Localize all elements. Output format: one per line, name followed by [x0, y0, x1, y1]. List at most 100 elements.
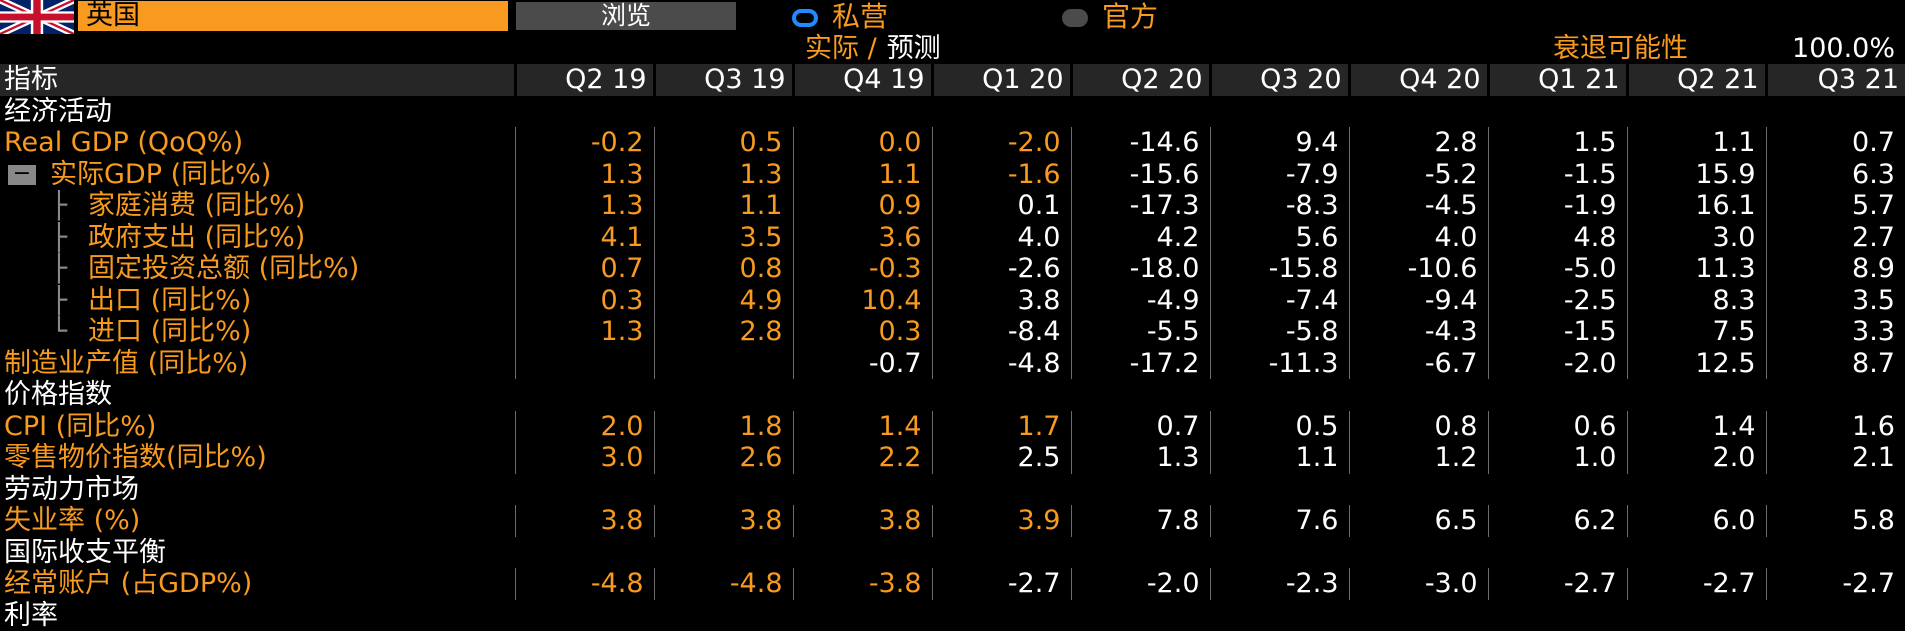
data-cell[interactable]: -2.7	[931, 568, 1071, 600]
table-row[interactable]: CPI (同比%) 2.0 1.8 1.4 1.7 0.7 0.5 0.8 0.6 1.4 1.6	[0, 410, 1905, 443]
column-header-period[interactable]: Q3 20	[1208, 64, 1349, 96]
data-cell[interactable]: 0.5	[653, 127, 793, 159]
data-cell[interactable]: 8.7	[1765, 347, 1905, 379]
data-cell[interactable]: -10.6	[1348, 253, 1488, 285]
table-row[interactable]: ├ 家庭消费 (同比%) 1.3 1.1 0.9 0.1 -17.3 -8.3 -4.5 -1.9…	[0, 190, 1905, 222]
data-cell[interactable]: -4.5	[1348, 190, 1488, 222]
table-row[interactable]: 制造业产值 (同比%) -0.7 -4.8 -17.2 -11.3 -6.7 -2.0 12.…	[0, 347, 1905, 379]
data-cell[interactable]: 1.7	[931, 410, 1071, 442]
section-header-row[interactable]: 经济活动	[0, 96, 1905, 128]
data-cell[interactable]: -2.6	[931, 253, 1071, 285]
data-cell[interactable]: -14.6	[1070, 127, 1210, 159]
data-cell[interactable]: -3.8	[792, 568, 932, 600]
data-cell[interactable]: -4.9	[1070, 284, 1210, 316]
data-cell[interactable]: -15.8	[1209, 253, 1349, 285]
column-header-period[interactable]: Q2 19	[513, 64, 654, 96]
data-cell[interactable]: 0.7	[1765, 127, 1905, 159]
table-row[interactable]: ├ 政府支出 (同比%) 4.1 3.5 3.6 4.0 4.2 5.6 4.0 4.8 3.0 2.…	[0, 221, 1905, 254]
data-cell[interactable]: -1.5	[1487, 316, 1627, 348]
data-cell[interactable]: -8.4	[931, 316, 1071, 348]
table-row[interactable]: └ 进口 (同比%) 1.3 2.8 0.3 -8.4 -5.5 -5.8 -4.3 -1.5 7.…	[0, 316, 1905, 348]
data-cell[interactable]: 0.8	[653, 253, 793, 285]
data-cell[interactable]: 2.6	[653, 442, 793, 474]
data-cell[interactable]: 1.1	[792, 158, 932, 190]
data-cell[interactable]: 6.0	[1626, 505, 1766, 537]
data-cell[interactable]: 1.4	[1626, 410, 1766, 442]
data-cell[interactable]: 1.5	[1487, 127, 1627, 159]
data-cell[interactable]: 0.1	[931, 190, 1071, 222]
table-row[interactable]: ├ 固定投资总额 (同比%) 0.7 0.8 -0.3 -2.6 -18.0 -15.8 -10…	[0, 253, 1905, 285]
row-label[interactable]: Real GDP (QoQ%)	[0, 127, 515, 159]
column-header-period[interactable]: Q1 20	[930, 64, 1071, 96]
data-cell[interactable]: 1.3	[1070, 442, 1210, 474]
data-cell[interactable]: 3.8	[792, 505, 932, 537]
data-cell[interactable]: -6.7	[1348, 347, 1488, 379]
uk-flag-icon[interactable]	[0, 0, 74, 34]
data-cell[interactable]: 0.9	[792, 190, 932, 222]
data-cell[interactable]: -0.7	[792, 347, 932, 379]
data-cell[interactable]: -2.7	[1487, 568, 1627, 600]
data-cell[interactable]: -2.0	[1487, 347, 1627, 379]
row-label[interactable]: − 实际GDP (同比%)	[0, 159, 515, 191]
data-cell[interactable]: 2.7	[1765, 221, 1905, 253]
row-label[interactable]: ├ 政府支出 (同比%)	[0, 222, 515, 254]
data-cell[interactable]: 3.9	[931, 505, 1071, 537]
radio-private[interactable]: 私营	[792, 2, 888, 32]
data-cell[interactable]: -4.8	[931, 347, 1071, 379]
data-cell[interactable]: 2.2	[792, 442, 932, 474]
data-cell[interactable]: 2.8	[1348, 127, 1488, 159]
row-label[interactable]: 零售物价指数(同比%)	[0, 442, 515, 474]
row-label[interactable]: ├ 家庭消费 (同比%)	[0, 190, 515, 222]
data-cell[interactable]: 7.5	[1626, 316, 1766, 348]
data-cell[interactable]: -4.8	[514, 568, 654, 600]
data-cell[interactable]: -1.9	[1487, 190, 1627, 222]
data-cell[interactable]: 4.2	[1070, 221, 1210, 253]
data-cell[interactable]: -5.8	[1209, 316, 1349, 348]
radio-selected-icon[interactable]	[792, 9, 818, 27]
data-cell[interactable]: -1.5	[1487, 158, 1627, 190]
data-cell[interactable]: -2.0	[1070, 568, 1210, 600]
data-cell[interactable]: 0.8	[1348, 410, 1488, 442]
column-header-period[interactable]: Q2 21	[1625, 64, 1766, 96]
column-header-period[interactable]: Q1 21	[1486, 64, 1627, 96]
browse-button[interactable]: 浏览	[516, 2, 736, 30]
data-cell[interactable]: -7.9	[1209, 158, 1349, 190]
data-cell[interactable]: 3.5	[1765, 284, 1905, 316]
data-cell[interactable]: -4.3	[1348, 316, 1488, 348]
data-cell[interactable]: 2.0	[514, 410, 654, 442]
data-cell[interactable]: 3.8	[653, 505, 793, 537]
data-cell[interactable]: -5.2	[1348, 158, 1488, 190]
data-cell[interactable]: 1.1	[653, 190, 793, 222]
table-row[interactable]: − 实际GDP (同比%) 1.3 1.3 1.1 -1.6 -15.6 -7.9 -5.2 -1…	[0, 158, 1905, 191]
data-cell[interactable]: 4.0	[931, 221, 1071, 253]
data-cell[interactable]: 1.2	[1348, 442, 1488, 474]
data-cell[interactable]: 1.1	[1626, 127, 1766, 159]
data-cell[interactable]: 1.8	[653, 410, 793, 442]
row-label[interactable]: 失业率 (%)	[0, 505, 515, 537]
section-header-row[interactable]: 价格指数	[0, 379, 1905, 411]
data-cell[interactable]: 1.6	[1765, 410, 1905, 442]
data-cell[interactable]: 3.8	[514, 505, 654, 537]
data-cell[interactable]: -9.4	[1348, 284, 1488, 316]
data-cell[interactable]: 1.0	[1487, 442, 1627, 474]
data-cell[interactable]: 3.8	[931, 284, 1071, 316]
data-cell[interactable]: 8.9	[1765, 253, 1905, 285]
data-cell[interactable]: -18.0	[1070, 253, 1210, 285]
data-cell[interactable]: -5.5	[1070, 316, 1210, 348]
data-cell[interactable]: -17.2	[1070, 347, 1210, 379]
country-selector[interactable]: 英国	[78, 1, 508, 31]
data-cell[interactable]: -8.3	[1209, 190, 1349, 222]
radio-unselected-icon[interactable]	[1062, 9, 1088, 27]
data-cell[interactable]: 3.6	[792, 221, 932, 253]
section-header-row[interactable]: 国际收支平衡	[0, 537, 1905, 569]
row-label[interactable]: CPI (同比%)	[0, 411, 515, 443]
data-cell[interactable]: 12.5	[1626, 347, 1766, 379]
data-cell[interactable]: 4.8	[1487, 221, 1627, 253]
data-cell[interactable]: -2.3	[1209, 568, 1349, 600]
data-cell[interactable]: 5.7	[1765, 190, 1905, 222]
data-cell[interactable]: 3.3	[1765, 316, 1905, 348]
data-cell[interactable]	[653, 347, 793, 379]
data-cell[interactable]: 0.7	[1070, 410, 1210, 442]
data-cell[interactable]: 1.3	[514, 190, 654, 222]
data-cell[interactable]: 3.0	[1626, 221, 1766, 253]
